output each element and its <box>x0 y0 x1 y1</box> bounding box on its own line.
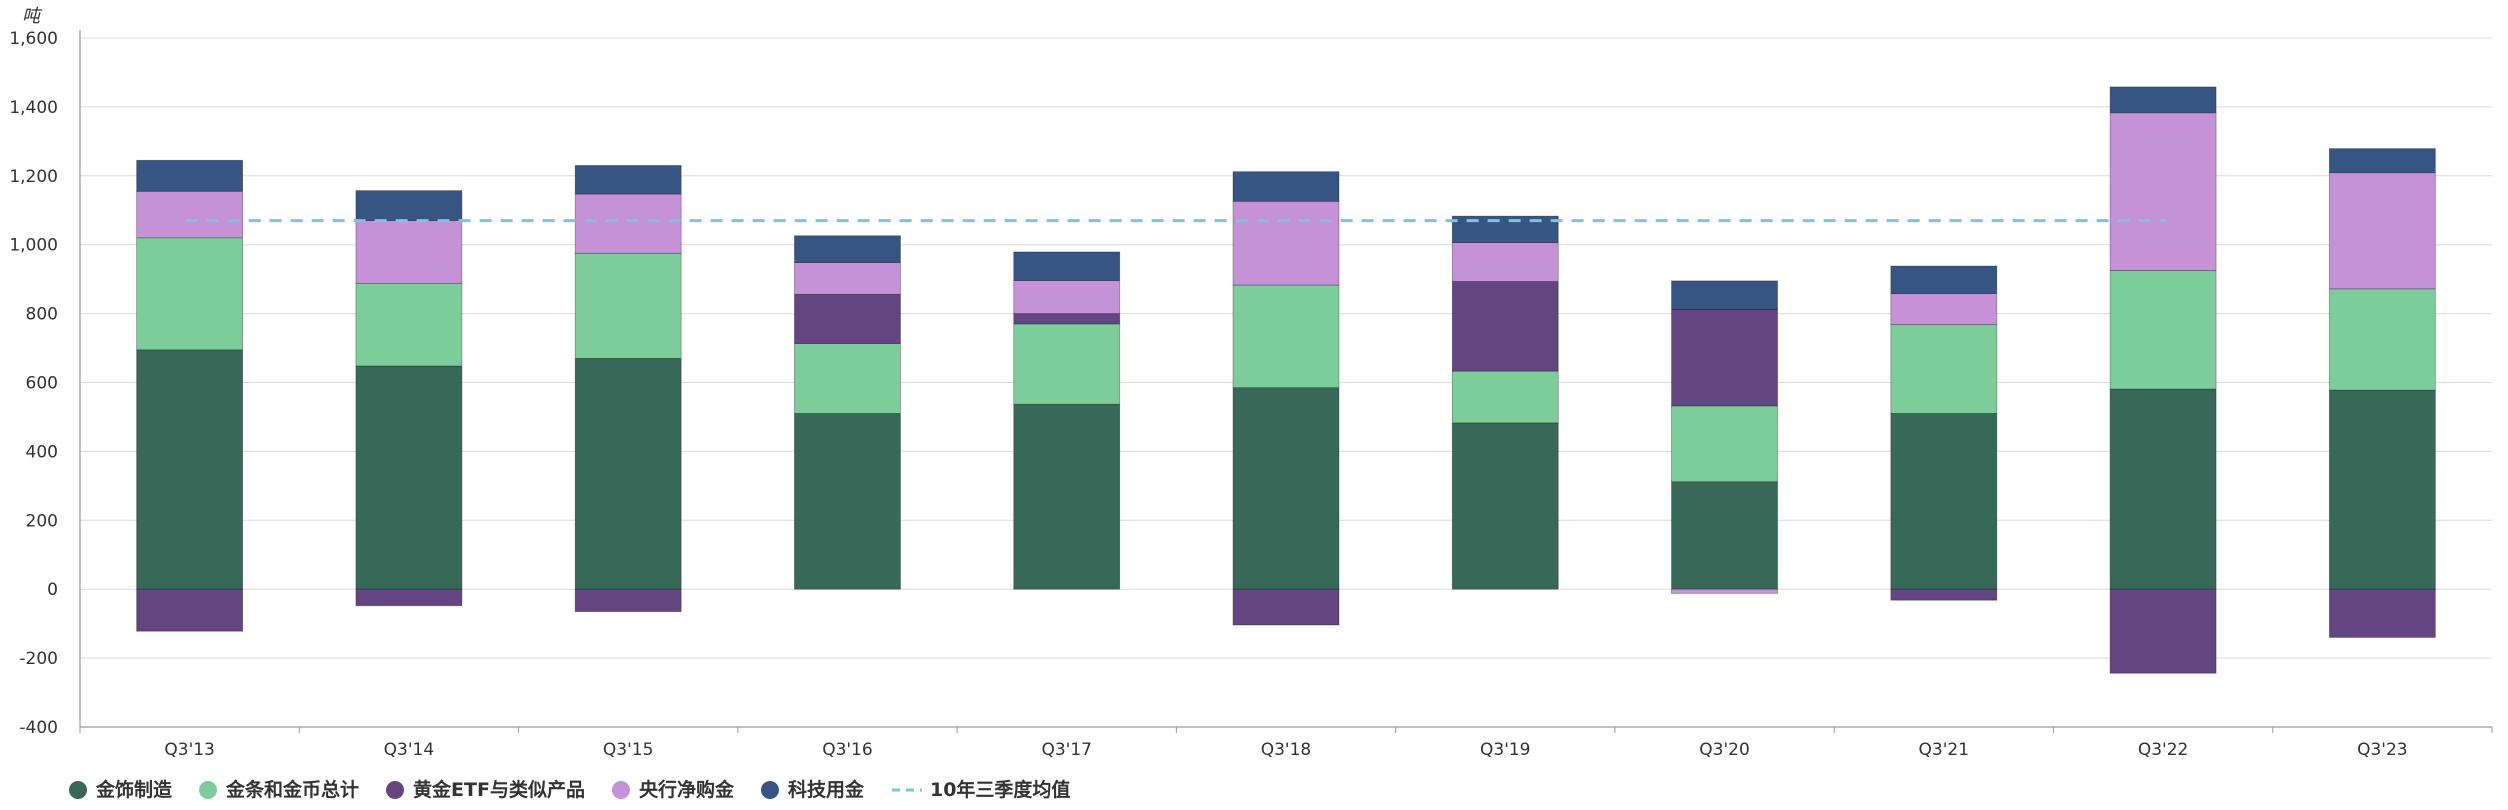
bar-segment <box>1013 280 1121 315</box>
y-tick-label: 1,000 <box>9 236 58 256</box>
bar-segment <box>2109 270 2217 390</box>
bar-segment <box>1671 405 1778 483</box>
bar-segment <box>2328 389 2436 590</box>
bar-segment <box>1671 309 1778 407</box>
bar-segment <box>2109 388 2217 590</box>
bar-segment <box>2328 148 2436 174</box>
bar-segment <box>1232 200 1340 286</box>
bar-segment <box>355 588 463 607</box>
bar-segment <box>1451 370 1559 424</box>
bar-segment <box>1451 281 1559 372</box>
y-tick-label: 1,600 <box>9 29 58 49</box>
x-tick-label: Q3'22 <box>2138 740 2189 760</box>
bar-segment <box>1451 242 1559 282</box>
bar-segment <box>1013 313 1121 325</box>
bar-segment <box>574 252 682 359</box>
bar-segment <box>2109 588 2217 674</box>
x-tick-label: Q3'20 <box>1699 740 1750 760</box>
y-tick-label: 0 <box>47 580 58 600</box>
legend-marker <box>69 781 87 799</box>
bar-segment <box>1232 284 1340 389</box>
legend: 金饰制造 金条和金币总计 黄金ETF与类似产品 央行净购金 科技用金 10年三季度均值 <box>69 778 1070 801</box>
bar-segment <box>794 343 901 414</box>
bar-segment <box>1671 280 1778 310</box>
bar-segment <box>794 262 901 295</box>
x-tick-label: Q3'16 <box>822 740 873 760</box>
bar-segment <box>2328 588 2436 638</box>
legend-label: 金饰制造 <box>95 778 173 801</box>
legend-label: 金条和金币总计 <box>225 778 359 801</box>
y-tick-label: 1,400 <box>9 98 58 118</box>
bar-segment <box>574 588 682 612</box>
legend-label: 科技用金 <box>788 778 865 801</box>
legend-marker <box>199 781 218 799</box>
bar-segment <box>1890 324 1998 414</box>
bar-segment <box>1232 588 1340 626</box>
legend-label: 10年三季度均值 <box>930 778 1070 801</box>
bar-segment <box>1013 403 1121 590</box>
legend-marker <box>611 781 630 799</box>
bar-segment <box>1232 171 1340 202</box>
x-axis-tick-labels: Q3'13 Q3'14 Q3'15 Q3'16 Q3'17 Q3'18 Q3'19 Q3'20… <box>164 740 2407 760</box>
bar-segment <box>1013 251 1121 281</box>
bar-segment <box>2328 288 2436 391</box>
bar-segment <box>355 190 463 221</box>
legend-label: 黄金ETF与类似产品 <box>413 778 585 801</box>
x-tick-label: Q3'13 <box>164 740 215 760</box>
bar-segment <box>1890 265 1998 295</box>
bar-segment <box>1890 413 1998 590</box>
bar-segment <box>1671 481 1778 590</box>
bar-segment <box>355 220 463 284</box>
bar-segment <box>136 237 244 351</box>
legend-marker <box>760 781 779 799</box>
bar-segment <box>794 235 901 264</box>
bars <box>136 86 2436 674</box>
bar-segment <box>2109 112 2217 271</box>
bar-segment <box>1451 422 1559 590</box>
bar-segment <box>136 588 244 632</box>
y-tick-label: 400 <box>26 442 58 462</box>
bar-segment <box>136 159 244 192</box>
bar-segment <box>1013 323 1121 405</box>
bar-segment <box>1671 588 1778 594</box>
legend-marker <box>386 781 405 799</box>
y-tick-label: 800 <box>26 305 58 325</box>
bar-segment <box>1232 387 1340 590</box>
y-axis-unit-label: 吨 <box>22 6 43 27</box>
bar-segment <box>136 190 244 239</box>
x-tick-label: Q3'14 <box>384 740 435 760</box>
y-tick-label: -400 <box>19 718 58 738</box>
bar-segment <box>574 193 682 254</box>
y-tick-label: 1,200 <box>9 167 58 187</box>
x-tick-label: Q3'23 <box>2357 740 2408 760</box>
bar-segment <box>2109 86 2217 114</box>
axes <box>79 30 2493 733</box>
bar-segment <box>794 413 901 590</box>
y-tick-label: -200 <box>19 649 58 669</box>
x-tick-label: Q3'17 <box>1041 740 1092 760</box>
bar-segment <box>574 357 682 590</box>
x-tick-label: Q3'18 <box>1261 740 1312 760</box>
x-tick-label: Q3'21 <box>1919 740 1970 760</box>
bar-segment <box>794 293 901 344</box>
legend-label: 央行净购金 <box>639 778 735 801</box>
y-tick-label: 200 <box>26 511 58 531</box>
y-axis-tick-labels: -400 -200 0 200 400 600 800 1,000 1,200 1,400 1,60… <box>9 29 58 738</box>
x-tick-label: Q3'15 <box>603 740 654 760</box>
bar-segment <box>355 282 463 367</box>
bar-segment <box>1890 588 1998 601</box>
bar-segment <box>574 165 682 195</box>
bar-segment <box>1890 293 1998 326</box>
bar-segment <box>136 349 244 590</box>
bar-segment <box>355 365 463 590</box>
bar-segment <box>2328 172 2436 290</box>
x-tick-label: Q3'19 <box>1480 740 1531 760</box>
y-tick-label: 600 <box>26 374 58 394</box>
